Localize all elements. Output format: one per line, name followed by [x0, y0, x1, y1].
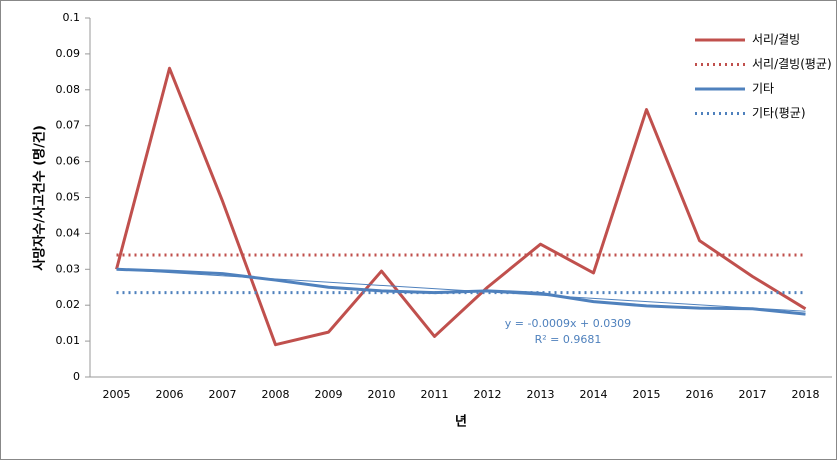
trendline-r2: R² = 0.9681: [535, 333, 602, 346]
x-tick-label: 2014: [580, 388, 608, 401]
x-tick-label: 2017: [739, 388, 767, 401]
y-tick-label: 0.05: [56, 191, 81, 204]
y-tick-label: 0.02: [56, 298, 81, 311]
y-tick-label: 0.1: [63, 11, 81, 24]
series-line: [115, 66, 807, 347]
legend-label: 서리/결빙: [752, 33, 800, 47]
trendline-equation: y = -0.0009x + 0.0309: [505, 317, 631, 330]
y-axis-label: 사망자수/사고건수 (명/건): [32, 125, 48, 271]
legend-label: 기타: [752, 82, 774, 96]
x-tick-label: 2013: [527, 388, 555, 401]
x-tick-label: 2010: [368, 388, 396, 401]
x-tick-label: 2009: [315, 388, 343, 401]
x-tick-label: 2011: [421, 388, 449, 401]
x-tick-label: 2006: [156, 388, 184, 401]
x-tick-label: 2015: [633, 388, 661, 401]
x-tick-label: 2005: [103, 388, 131, 401]
x-axis-label: 년: [455, 415, 467, 430]
x-tick-label: 2007: [209, 388, 237, 401]
legend-label: 서리/결빙(평균): [752, 57, 832, 71]
y-tick-label: 0.04: [56, 226, 81, 239]
y-tick-label: 0.01: [56, 334, 81, 347]
x-tick-label: 2016: [686, 388, 714, 401]
x-tick-label: 2008: [262, 388, 290, 401]
y-tick-label: 0.08: [56, 83, 81, 96]
y-tick-label: 0.06: [56, 155, 81, 168]
y-tick-label: 0: [73, 370, 80, 383]
y-tick-label: 0.03: [56, 262, 81, 275]
trendline: [116, 268, 806, 312]
series-line: [116, 267, 806, 316]
x-tick-label: 2018: [792, 388, 820, 401]
y-tick-label: 0.07: [56, 119, 81, 132]
legend-label: 기타(평균): [752, 106, 806, 120]
y-tick-label: 0.09: [56, 47, 81, 60]
x-tick-label: 2012: [474, 388, 502, 401]
